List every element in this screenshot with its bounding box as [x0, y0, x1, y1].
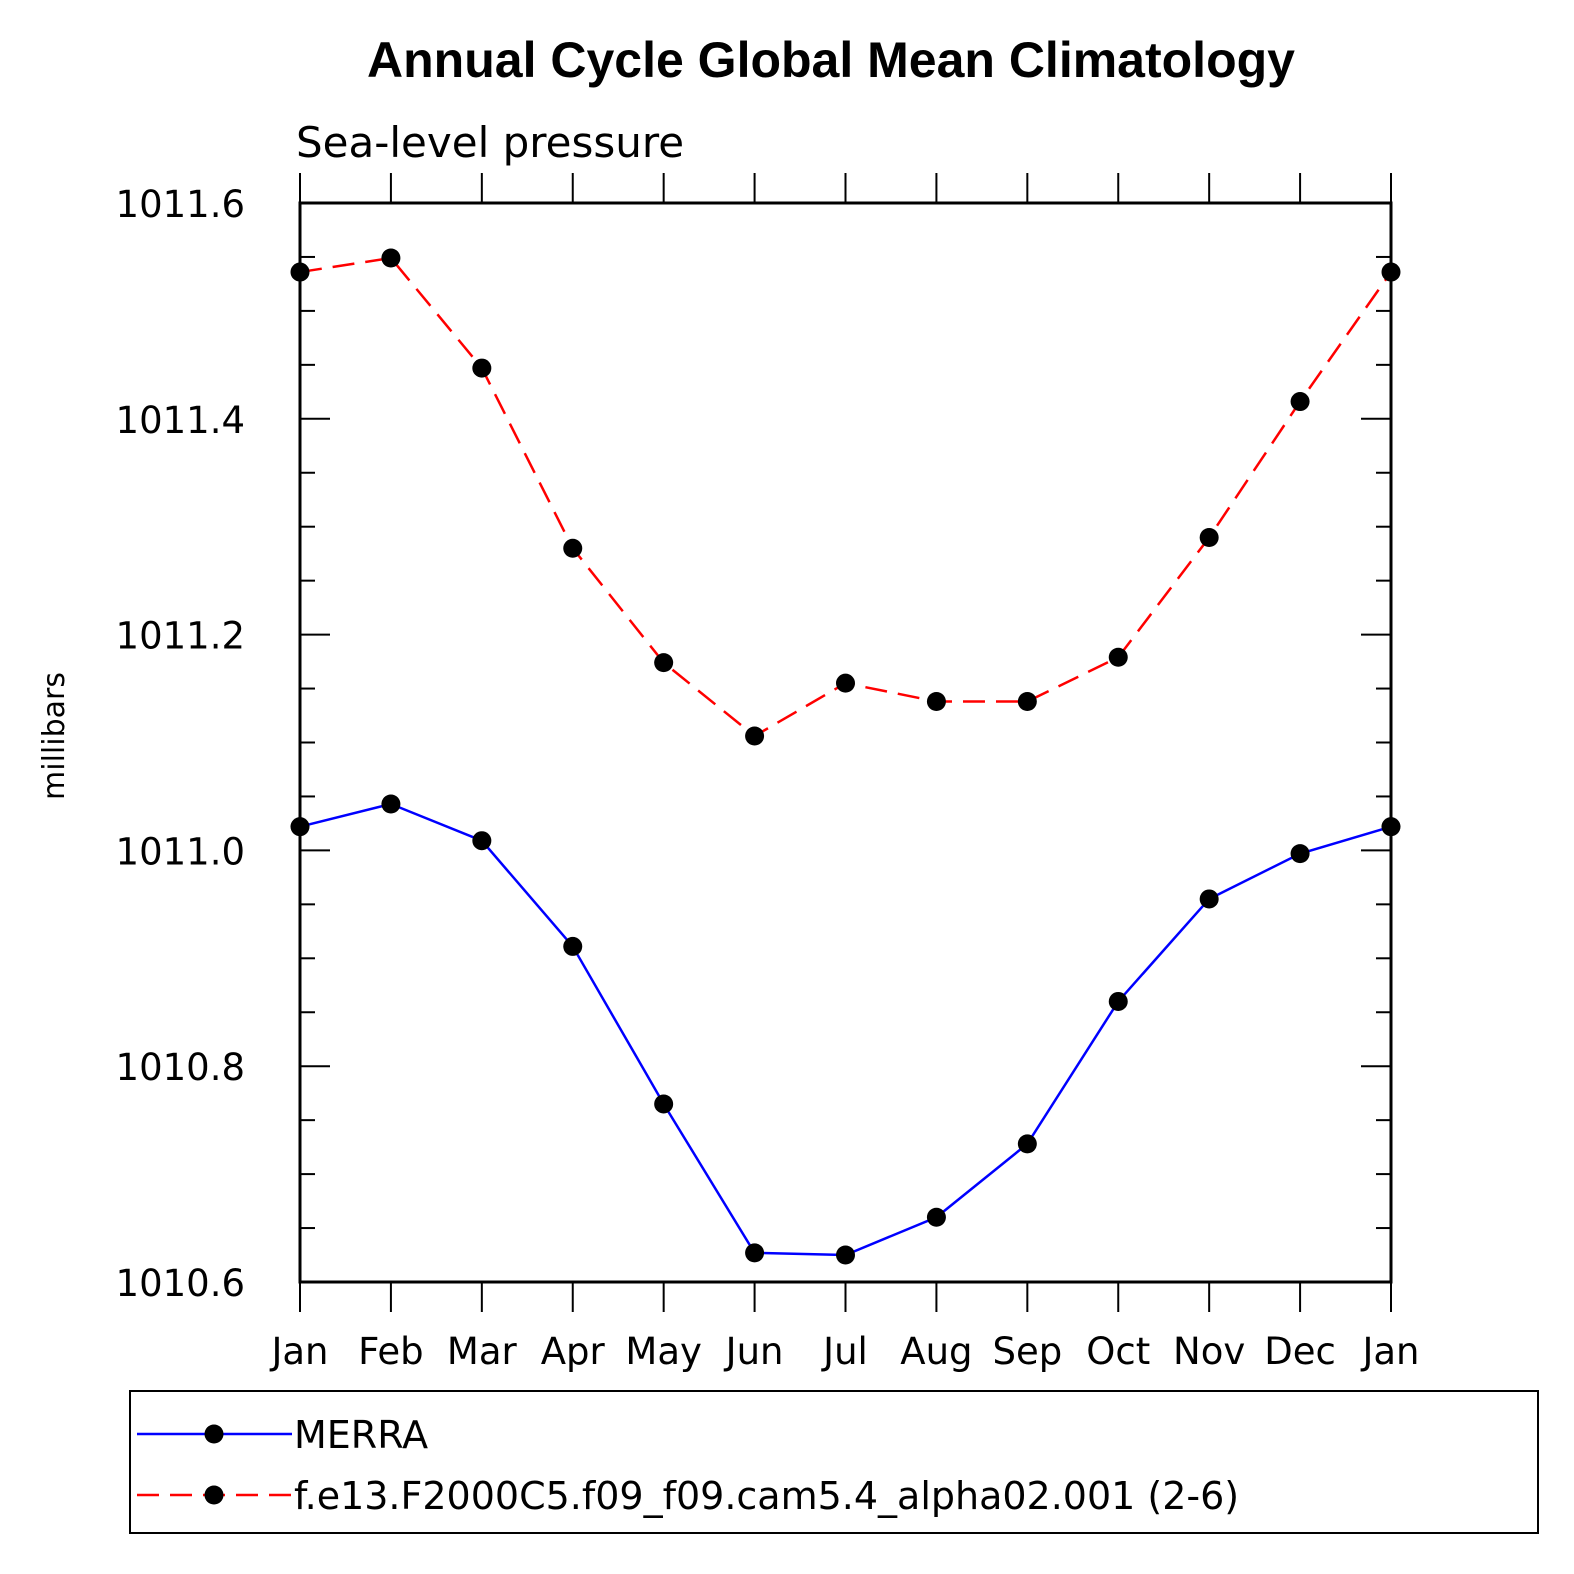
x-tick-label: Feb — [358, 1330, 424, 1373]
y-tick-label: 1010.8 — [116, 1046, 245, 1089]
data-point-0 — [745, 1243, 765, 1263]
data-point-1 — [563, 538, 583, 558]
x-tick-label: Jan — [1360, 1330, 1419, 1373]
y-tick-label: 1010.6 — [116, 1262, 245, 1305]
legend-box — [129, 1390, 1539, 1534]
data-point-1 — [836, 673, 855, 693]
x-tick-label: Nov — [1173, 1330, 1245, 1373]
x-tick-label: Oct — [1086, 1330, 1150, 1373]
legend-label-1: f.e13.F2000C5.f09_f09.cam5.4_alpha02.001… — [294, 1474, 1239, 1518]
data-point-0 — [926, 1207, 946, 1227]
series-line-0 — [299, 802, 1392, 1257]
data-point-1 — [926, 691, 946, 711]
legend-marker-0 — [204, 1424, 224, 1444]
data-point-0 — [472, 831, 492, 851]
data-point-0 — [836, 1245, 855, 1265]
data-point-0 — [654, 1094, 674, 1114]
legend-marker-1 — [204, 1485, 224, 1505]
data-point-0 — [1290, 844, 1310, 864]
x-tick-label: Jun — [724, 1330, 784, 1373]
data-point-1 — [654, 653, 674, 673]
y-tick-label: 1011.4 — [116, 399, 245, 442]
y-tick-label: 1011.6 — [116, 183, 245, 226]
data-point-0 — [563, 936, 583, 956]
chart-title: Annual Cycle Global Mean Climatology — [367, 32, 1295, 88]
data-point-0 — [290, 817, 310, 837]
x-tick-label: Mar — [447, 1330, 518, 1373]
y-axis-label: millibars — [37, 672, 72, 800]
plot-frame — [298, 201, 1393, 1284]
x-tick-label: Aug — [900, 1330, 972, 1373]
data-point-0 — [1017, 1134, 1037, 1154]
data-point-1 — [472, 358, 492, 378]
x-tick-label: Dec — [1264, 1330, 1336, 1373]
x-tick-label: Jan — [269, 1330, 328, 1373]
data-point-1 — [1381, 262, 1401, 282]
series-line-1 — [299, 256, 1393, 738]
x-tick-label: May — [625, 1330, 702, 1373]
chart-subtitle: Sea-level pressure — [296, 118, 684, 167]
data-point-1 — [745, 726, 765, 746]
data-point-0 — [381, 794, 401, 814]
y-tick-label: 1011.0 — [116, 830, 245, 873]
data-point-1 — [1199, 527, 1219, 547]
data-point-1 — [1108, 647, 1128, 667]
data-point-1 — [381, 248, 401, 268]
data-point-1 — [1017, 691, 1037, 711]
data-point-0 — [1381, 817, 1401, 837]
x-tick-label: Jul — [821, 1330, 868, 1373]
data-point-1 — [1290, 392, 1310, 412]
data-point-0 — [1199, 889, 1219, 909]
x-tick-label: Sep — [992, 1330, 1062, 1373]
data-point-1 — [290, 262, 310, 282]
y-tick-label: 1011.2 — [116, 615, 245, 658]
data-point-0 — [1108, 991, 1128, 1011]
legend-label-0: MERRA — [294, 1413, 428, 1457]
x-tick-label: Apr — [541, 1330, 606, 1373]
